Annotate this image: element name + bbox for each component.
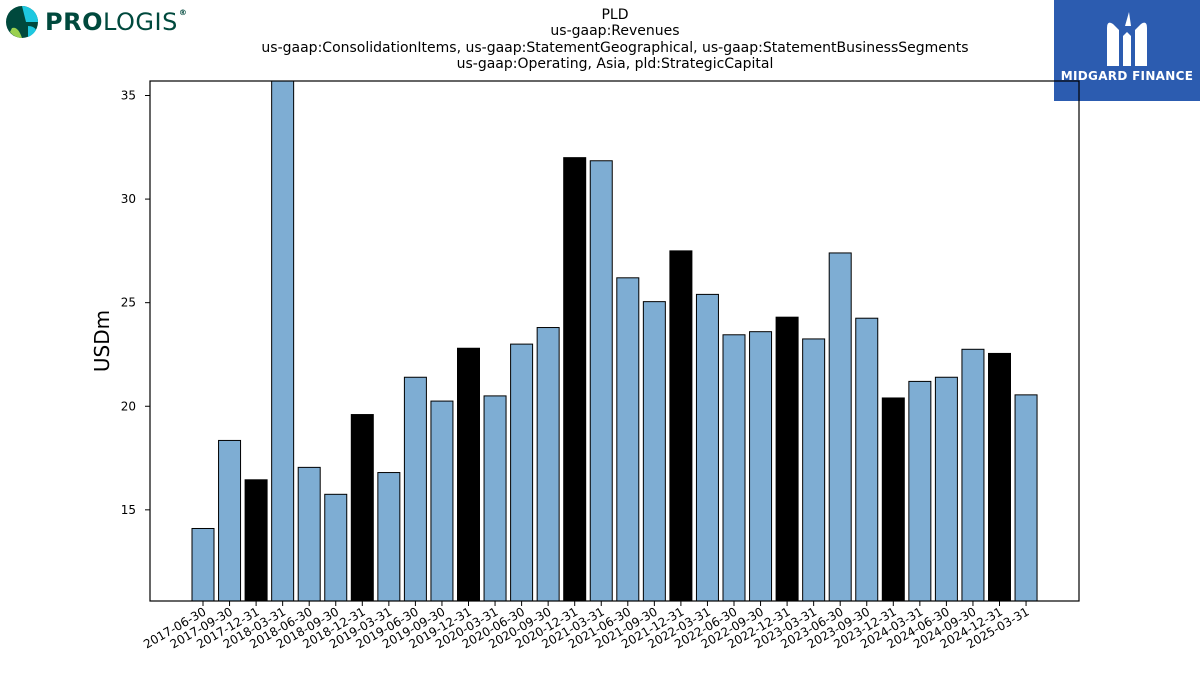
bar-2021-09-30 (642, 301, 666, 601)
y-tick-label-30: 30 (121, 192, 136, 206)
bar-2019-09-30 (430, 400, 454, 601)
bar-2021-06-30 (616, 277, 640, 601)
bar-2017-09-30 (218, 439, 242, 601)
prologis-globe-icon (6, 6, 38, 38)
bar-2022-09-30 (749, 331, 773, 601)
midgard-finance-logo: MIDGARD FINANCE (1054, 0, 1200, 101)
bar-2019-06-30 (403, 376, 427, 601)
bars-layer (191, 81, 1038, 601)
bar-2019-12-31 (457, 347, 480, 601)
logo-text-pro: PRO (45, 8, 103, 36)
bar-2017-12-31 (244, 479, 268, 601)
bar-2022-03-31 (695, 293, 719, 601)
bar-2020-03-31 (483, 395, 507, 601)
bar-2020-12-31 (563, 157, 587, 601)
bar-2024-09-30 (961, 348, 985, 601)
axes-layer: 2017-06-302017-09-302017-12-312018-03-31… (121, 80, 1080, 651)
y-tick-label-15: 15 (121, 503, 136, 517)
bar-2018-03-31 (271, 81, 295, 601)
y-tick-label-20: 20 (121, 399, 136, 413)
bar-2018-09-30 (324, 493, 348, 601)
bar-2023-03-31 (802, 338, 826, 601)
bar-2022-12-31 (775, 316, 799, 601)
bar-2024-06-30 (934, 376, 958, 601)
title-line-members: us-gaap:Operating, Asia, pld:StrategicCa… (456, 55, 774, 72)
bar-2020-06-30 (510, 343, 534, 601)
title-line-ticker: PLD (601, 7, 629, 23)
y-tick-label-35: 35 (121, 89, 136, 103)
bar-2018-06-30 (297, 466, 321, 601)
midgard-m-icon (1107, 12, 1147, 67)
logo-registered-mark: ® (178, 8, 188, 17)
plot-frame (149, 80, 1080, 602)
prologis-logo: PROLOGIS® (4, 4, 187, 40)
bar-2019-03-31 (377, 472, 401, 601)
bar-2017-06-30 (191, 527, 215, 601)
bar-2018-12-31 (350, 414, 374, 601)
title-line-axes: us-gaap:ConsolidationItems, us-gaap:Stat… (261, 39, 969, 56)
bar-2023-06-30 (828, 252, 852, 601)
chart-title: PLD us-gaap:Revenues us-gaap:Consolidati… (150, 7, 1080, 72)
midgard-finance-text: MIDGARD FINANCE (1060, 69, 1194, 83)
bar-2025-03-31 (1014, 394, 1038, 601)
y-tick-label-25: 25 (121, 296, 136, 310)
title-line-concept: us-gaap:Revenues (550, 23, 680, 40)
bar-2022-06-30 (722, 334, 746, 601)
logo-text-logis: LOGIS (102, 8, 178, 36)
bar-2023-09-30 (855, 317, 879, 601)
bar-2021-12-31 (669, 250, 693, 601)
bar-2024-12-31 (988, 352, 1011, 601)
bar-2024-03-31 (908, 380, 932, 601)
y-axis-title: USDm (90, 310, 114, 372)
bar-2021-03-31 (589, 160, 613, 601)
bar-2020-09-30 (536, 327, 560, 601)
bar-2023-12-31 (881, 397, 905, 601)
